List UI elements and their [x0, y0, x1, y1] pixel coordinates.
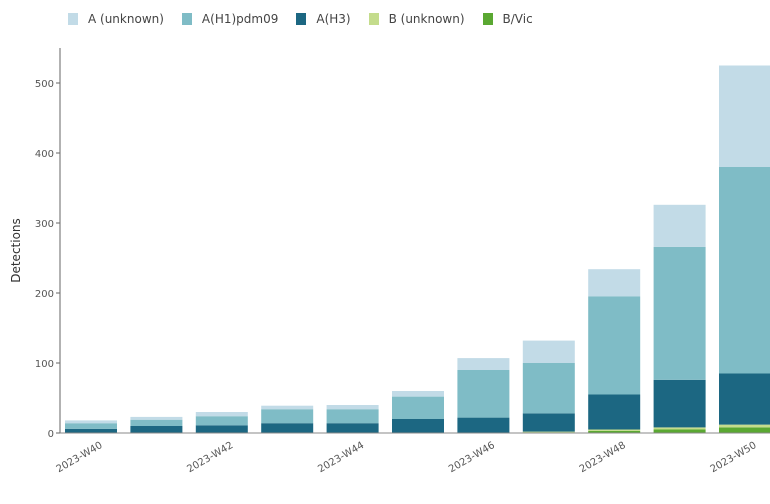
legend-item[interactable]: B (unknown)	[368, 12, 465, 26]
legend-label: B/Vic	[502, 12, 533, 26]
legend-label: A (unknown)	[88, 12, 164, 26]
bar-segment[interactable]	[392, 419, 444, 433]
bar-segment[interactable]	[522, 363, 575, 414]
legend-label: A(H3)	[316, 12, 351, 26]
bar-segment[interactable]	[130, 416, 183, 420]
bar-segment[interactable]	[65, 420, 117, 424]
bar-segment[interactable]	[457, 370, 510, 418]
bar-segment[interactable]	[261, 423, 314, 433]
bar-segment[interactable]	[719, 167, 770, 374]
bar-segment[interactable]	[522, 413, 575, 432]
bar-segment[interactable]	[195, 416, 248, 426]
bar-segment[interactable]	[719, 424, 770, 428]
bar-segment[interactable]	[261, 405, 314, 410]
legend-swatch	[296, 13, 307, 25]
y-tick-label: 400	[35, 149, 54, 160]
legend-label: A(H1)pdm09	[201, 12, 279, 26]
bar-segment[interactable]	[130, 426, 183, 433]
bar-segment[interactable]	[653, 204, 706, 247]
bar-segment[interactable]	[195, 425, 248, 433]
x-tick-label: 2023-W46	[447, 440, 497, 475]
y-tick-label: 500	[35, 79, 54, 90]
x-tick-label: 2023-W42	[185, 440, 235, 475]
bar-segment[interactable]	[65, 428, 117, 433]
bar-segment[interactable]	[719, 427, 770, 433]
y-tick-label: 200	[35, 289, 54, 300]
bar-segment[interactable]	[522, 431, 575, 433]
legend-label: B (unknown)	[388, 12, 465, 26]
legend-swatch	[368, 13, 379, 25]
bar-segment[interactable]	[653, 379, 706, 428]
bar-segment[interactable]	[261, 409, 314, 424]
bar-segment[interactable]	[65, 423, 117, 429]
bar-segment[interactable]	[326, 405, 379, 410]
x-tick-label: 2023-W44	[316, 440, 366, 475]
bar-segment[interactable]	[392, 396, 444, 419]
bar-segment[interactable]	[588, 430, 641, 433]
x-tick-label: 2023-W48	[578, 440, 628, 475]
legend-item[interactable]: A(H3)	[296, 12, 351, 26]
bar-segment[interactable]	[195, 412, 248, 417]
legend-item[interactable]: A(H1)pdm09	[181, 12, 279, 26]
bar-segment[interactable]	[653, 429, 706, 434]
bar-segment[interactable]	[653, 246, 706, 380]
bar-segment[interactable]	[326, 423, 379, 433]
y-axis-label: Detections	[9, 218, 23, 283]
y-tick-label: 100	[35, 359, 54, 370]
x-tick-label: 2023-W50	[709, 440, 759, 475]
bar-segment[interactable]	[588, 429, 641, 431]
legend-item[interactable]: A (unknown)	[68, 12, 164, 26]
legend-swatch	[68, 13, 78, 25]
bar-segment[interactable]	[457, 417, 510, 433]
legend-swatch	[181, 13, 192, 25]
bar-segment[interactable]	[130, 419, 183, 426]
bar-segment[interactable]	[588, 269, 641, 297]
bar-segment[interactable]	[392, 391, 444, 397]
bar-segment[interactable]	[719, 65, 770, 168]
bar-segment[interactable]	[522, 340, 575, 363]
y-tick-label: 300	[35, 219, 54, 230]
bar-segment[interactable]	[588, 394, 641, 430]
bar-segment[interactable]	[457, 358, 510, 370]
bar-segment[interactable]	[588, 296, 641, 395]
legend-item[interactable]: B/Vic	[482, 12, 533, 26]
legend-swatch	[482, 13, 493, 25]
bar-segment[interactable]	[719, 373, 770, 425]
x-tick-label: 2023-W40	[55, 440, 105, 475]
bar-segment[interactable]	[653, 427, 706, 430]
bar-segment[interactable]	[326, 409, 379, 424]
legend: A (unknown) A(H1)pdm09 A(H3) B (unknown) B/V…	[68, 12, 533, 26]
y-tick-label: 0	[48, 429, 54, 440]
